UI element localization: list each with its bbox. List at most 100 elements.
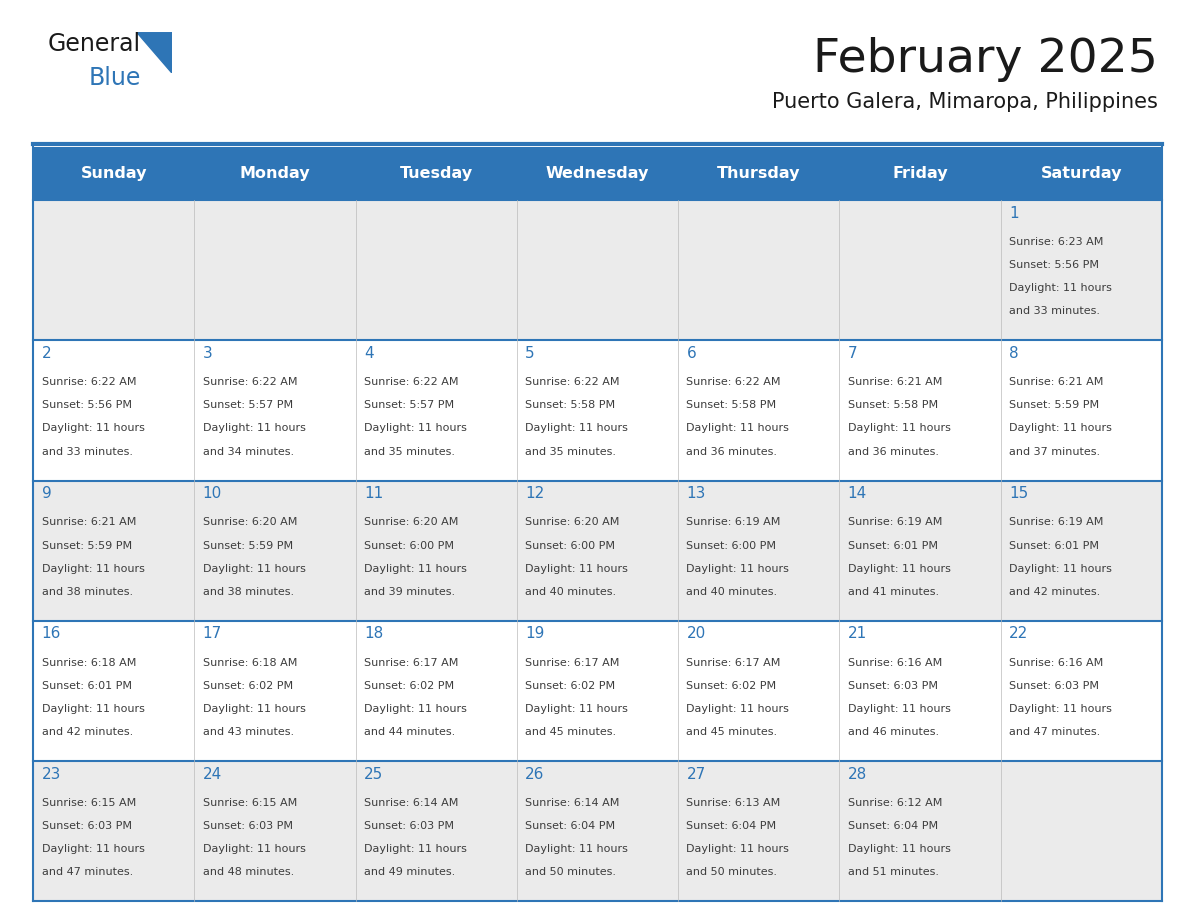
Text: Daylight: 11 hours: Daylight: 11 hours — [525, 704, 628, 714]
Text: 5: 5 — [525, 346, 535, 361]
Text: 12: 12 — [525, 487, 544, 501]
Text: and 33 minutes.: and 33 minutes. — [42, 446, 133, 456]
Text: and 42 minutes.: and 42 minutes. — [42, 727, 133, 737]
Text: Wednesday: Wednesday — [545, 166, 650, 181]
Text: and 37 minutes.: and 37 minutes. — [1009, 446, 1100, 456]
Text: and 38 minutes.: and 38 minutes. — [203, 587, 293, 597]
Text: 24: 24 — [203, 767, 222, 782]
Text: 19: 19 — [525, 626, 544, 642]
Text: Daylight: 11 hours: Daylight: 11 hours — [687, 704, 789, 714]
Text: and 50 minutes.: and 50 minutes. — [525, 868, 617, 878]
Text: 6: 6 — [687, 346, 696, 361]
Text: Sunset: 5:57 PM: Sunset: 5:57 PM — [364, 400, 454, 410]
Text: and 42 minutes.: and 42 minutes. — [1009, 587, 1100, 597]
Text: and 50 minutes.: and 50 minutes. — [687, 868, 777, 878]
Text: and 34 minutes.: and 34 minutes. — [203, 446, 293, 456]
Text: Sunrise: 6:15 AM: Sunrise: 6:15 AM — [203, 798, 297, 808]
Text: 14: 14 — [848, 487, 867, 501]
Text: 7: 7 — [848, 346, 858, 361]
Text: Sunrise: 6:20 AM: Sunrise: 6:20 AM — [203, 518, 297, 527]
Text: 20: 20 — [687, 626, 706, 642]
Text: Sunrise: 6:15 AM: Sunrise: 6:15 AM — [42, 798, 135, 808]
Text: 21: 21 — [848, 626, 867, 642]
Text: Sunrise: 6:22 AM: Sunrise: 6:22 AM — [42, 377, 137, 387]
Text: Daylight: 11 hours: Daylight: 11 hours — [687, 845, 789, 855]
Text: Sunset: 6:00 PM: Sunset: 6:00 PM — [687, 541, 777, 551]
Text: and 45 minutes.: and 45 minutes. — [687, 727, 778, 737]
Text: 11: 11 — [364, 487, 384, 501]
Text: and 51 minutes.: and 51 minutes. — [848, 868, 939, 878]
Text: Sunset: 6:01 PM: Sunset: 6:01 PM — [42, 681, 132, 691]
Text: 16: 16 — [42, 626, 61, 642]
Text: 13: 13 — [687, 487, 706, 501]
Text: Daylight: 11 hours: Daylight: 11 hours — [364, 845, 467, 855]
Text: Daylight: 11 hours: Daylight: 11 hours — [364, 704, 467, 714]
Text: 15: 15 — [1009, 487, 1028, 501]
Text: Daylight: 11 hours: Daylight: 11 hours — [687, 564, 789, 574]
Text: 27: 27 — [687, 767, 706, 782]
Text: 1: 1 — [1009, 206, 1018, 220]
Text: Sunset: 6:03 PM: Sunset: 6:03 PM — [1009, 681, 1099, 691]
Text: Daylight: 11 hours: Daylight: 11 hours — [525, 423, 628, 433]
Text: Sunset: 5:58 PM: Sunset: 5:58 PM — [687, 400, 777, 410]
Text: and 47 minutes.: and 47 minutes. — [42, 868, 133, 878]
Text: 18: 18 — [364, 626, 384, 642]
Text: 26: 26 — [525, 767, 544, 782]
Text: Sunset: 6:02 PM: Sunset: 6:02 PM — [203, 681, 293, 691]
Text: General: General — [48, 32, 140, 56]
Text: Sunrise: 6:21 AM: Sunrise: 6:21 AM — [42, 518, 135, 527]
Text: Sunrise: 6:17 AM: Sunrise: 6:17 AM — [525, 657, 620, 667]
Text: Sunrise: 6:19 AM: Sunrise: 6:19 AM — [1009, 518, 1104, 527]
Text: and 40 minutes.: and 40 minutes. — [687, 587, 778, 597]
Text: and 44 minutes.: and 44 minutes. — [364, 727, 455, 737]
Text: Sunset: 6:03 PM: Sunset: 6:03 PM — [203, 821, 292, 831]
Text: and 35 minutes.: and 35 minutes. — [364, 446, 455, 456]
Polygon shape — [137, 32, 172, 73]
Text: 8: 8 — [1009, 346, 1018, 361]
Text: 3: 3 — [203, 346, 213, 361]
Text: Sunrise: 6:22 AM: Sunrise: 6:22 AM — [364, 377, 459, 387]
Text: Sunset: 5:59 PM: Sunset: 5:59 PM — [42, 541, 132, 551]
Text: Sunrise: 6:23 AM: Sunrise: 6:23 AM — [1009, 237, 1104, 247]
Text: Daylight: 11 hours: Daylight: 11 hours — [203, 845, 305, 855]
Text: Sunrise: 6:20 AM: Sunrise: 6:20 AM — [364, 518, 459, 527]
Text: Sunrise: 6:17 AM: Sunrise: 6:17 AM — [364, 657, 459, 667]
Text: and 40 minutes.: and 40 minutes. — [525, 587, 617, 597]
Text: Sunset: 5:56 PM: Sunset: 5:56 PM — [1009, 260, 1099, 270]
Text: Daylight: 11 hours: Daylight: 11 hours — [364, 423, 467, 433]
Text: Sunset: 6:04 PM: Sunset: 6:04 PM — [848, 821, 937, 831]
Text: Sunrise: 6:18 AM: Sunrise: 6:18 AM — [203, 657, 297, 667]
Text: Sunrise: 6:21 AM: Sunrise: 6:21 AM — [1009, 377, 1104, 387]
Text: Sunrise: 6:18 AM: Sunrise: 6:18 AM — [42, 657, 135, 667]
Text: Daylight: 11 hours: Daylight: 11 hours — [42, 423, 145, 433]
Text: and 47 minutes.: and 47 minutes. — [1009, 727, 1100, 737]
Text: Sunset: 5:57 PM: Sunset: 5:57 PM — [203, 400, 293, 410]
Text: and 49 minutes.: and 49 minutes. — [364, 868, 455, 878]
Text: Daylight: 11 hours: Daylight: 11 hours — [848, 423, 950, 433]
Text: Daylight: 11 hours: Daylight: 11 hours — [42, 564, 145, 574]
Text: Sunset: 6:00 PM: Sunset: 6:00 PM — [364, 541, 454, 551]
Text: Daylight: 11 hours: Daylight: 11 hours — [203, 704, 305, 714]
Text: 28: 28 — [848, 767, 867, 782]
Text: 10: 10 — [203, 487, 222, 501]
Text: 9: 9 — [42, 487, 51, 501]
Text: Daylight: 11 hours: Daylight: 11 hours — [203, 423, 305, 433]
Text: 17: 17 — [203, 626, 222, 642]
Text: Blue: Blue — [89, 66, 141, 90]
Text: Sunrise: 6:16 AM: Sunrise: 6:16 AM — [1009, 657, 1104, 667]
Text: and 48 minutes.: and 48 minutes. — [203, 868, 295, 878]
Text: Sunset: 6:02 PM: Sunset: 6:02 PM — [525, 681, 615, 691]
Text: Sunrise: 6:20 AM: Sunrise: 6:20 AM — [525, 518, 620, 527]
Text: and 38 minutes.: and 38 minutes. — [42, 587, 133, 597]
Text: Puerto Galera, Mimaropa, Philippines: Puerto Galera, Mimaropa, Philippines — [772, 92, 1158, 112]
Text: Daylight: 11 hours: Daylight: 11 hours — [1009, 423, 1112, 433]
Text: Sunday: Sunday — [81, 166, 147, 181]
Text: Sunrise: 6:14 AM: Sunrise: 6:14 AM — [364, 798, 459, 808]
Text: Daylight: 11 hours: Daylight: 11 hours — [1009, 704, 1112, 714]
Text: Daylight: 11 hours: Daylight: 11 hours — [848, 704, 950, 714]
Text: Daylight: 11 hours: Daylight: 11 hours — [42, 704, 145, 714]
Text: Sunrise: 6:16 AM: Sunrise: 6:16 AM — [848, 657, 942, 667]
Text: and 43 minutes.: and 43 minutes. — [203, 727, 293, 737]
Text: Tuesday: Tuesday — [400, 166, 473, 181]
Text: Daylight: 11 hours: Daylight: 11 hours — [1009, 283, 1112, 293]
